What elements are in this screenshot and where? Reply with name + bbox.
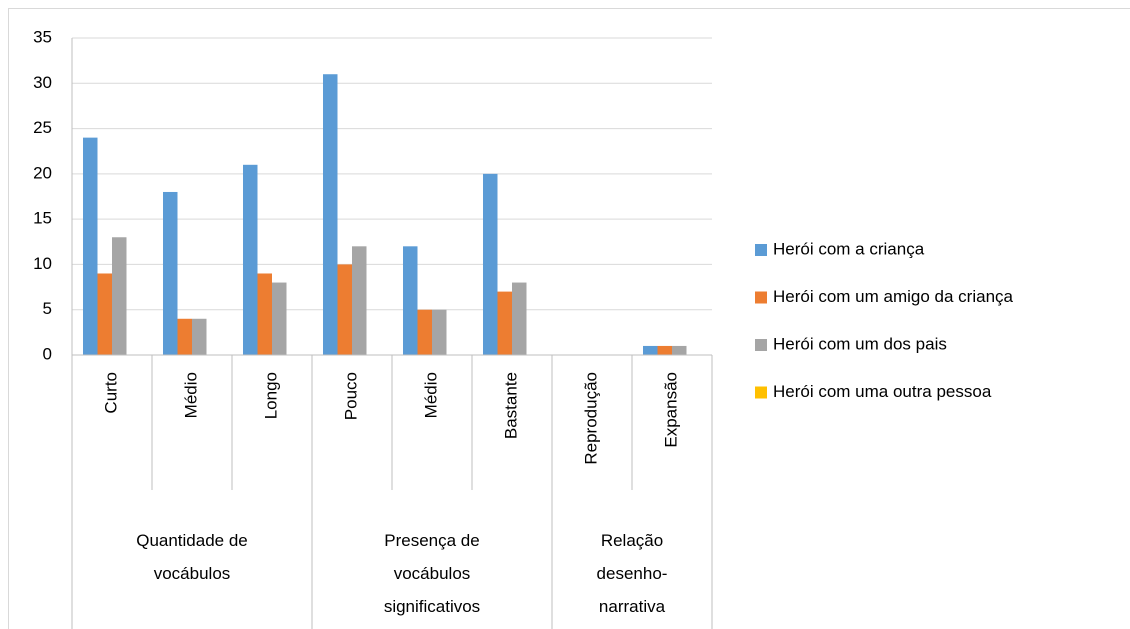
bar xyxy=(323,74,338,355)
legend-label: Herói com um dos pais xyxy=(773,334,947,353)
x-tick-label: Longo xyxy=(261,372,280,419)
x-tick-label: Médio xyxy=(421,372,440,418)
group-label: Quantidade de vocábulos xyxy=(136,531,248,583)
y-tick-label: 20 xyxy=(33,163,52,182)
bar xyxy=(672,345,687,355)
legend-swatch xyxy=(755,386,767,399)
group-label: Relação desenho-narrativa xyxy=(596,531,668,616)
bar xyxy=(432,309,447,355)
bar xyxy=(243,164,258,355)
y-tick-label: 25 xyxy=(33,118,52,137)
legend-label: Herói com uma outra pessoa xyxy=(773,382,992,401)
legend-swatch xyxy=(755,339,767,351)
x-tick-label: Curto xyxy=(101,372,120,414)
group-label: Presença de vocábulos significativos xyxy=(383,531,481,616)
legend-swatch xyxy=(755,291,767,304)
bar xyxy=(417,309,432,355)
bar xyxy=(272,282,287,355)
legend-label: Herói com um amigo da criança xyxy=(773,287,1014,306)
bar xyxy=(257,273,272,355)
x-tick-label: Médio xyxy=(181,372,200,418)
bar xyxy=(112,237,127,355)
bar xyxy=(512,282,527,355)
bar xyxy=(83,137,98,355)
bar xyxy=(97,273,112,355)
bar xyxy=(352,246,367,355)
legend-label: Herói com a criança xyxy=(773,239,925,258)
bar xyxy=(177,318,192,355)
x-tick-label: Reprodução xyxy=(581,372,600,465)
legend-swatch xyxy=(755,244,767,256)
bar xyxy=(657,345,672,355)
y-tick-label: 10 xyxy=(33,254,52,273)
bar xyxy=(497,291,512,355)
bar xyxy=(192,318,207,355)
x-tick-label: Pouco xyxy=(341,372,360,420)
bar xyxy=(643,345,658,355)
x-tick-label: Expansão xyxy=(661,372,680,448)
x-tick-label: Bastante xyxy=(501,372,520,439)
y-tick-label: 35 xyxy=(33,27,52,46)
y-tick-label: 15 xyxy=(33,209,52,228)
chart-border xyxy=(8,8,1130,629)
y-tick-label: 5 xyxy=(43,299,52,318)
y-tick-label: 30 xyxy=(33,73,52,92)
bar xyxy=(403,246,418,355)
y-tick-label: 0 xyxy=(43,344,52,363)
bar xyxy=(163,191,178,355)
bar xyxy=(483,173,498,355)
bar xyxy=(337,264,352,355)
